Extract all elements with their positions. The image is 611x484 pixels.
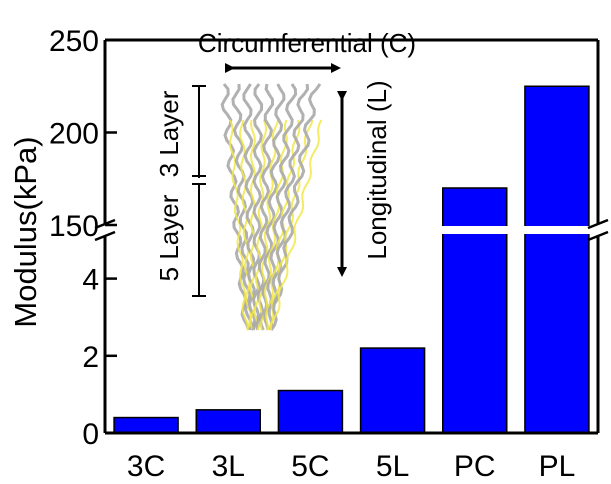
y-tick-label-2: 2 (82, 341, 99, 374)
fiber-illustration (220, 83, 323, 331)
bar-pl (524, 85, 590, 434)
fiber-strand (255, 83, 274, 331)
break-mark-right-top (587, 218, 609, 230)
fiber-core (228, 119, 249, 331)
bar-pc (442, 187, 508, 434)
fiber-strand (220, 83, 250, 331)
category-label-3l: 3L (212, 450, 245, 483)
y-axis-label: Modulus(kPa) (8, 136, 43, 327)
bar-3c (113, 416, 179, 434)
y-tick-label-4: 4 (82, 264, 99, 297)
category-labels: 3C 3L 5C 5L PC PL (127, 450, 575, 483)
bar-3l (195, 409, 261, 434)
bar-5c (277, 389, 344, 434)
y-tick-label-250: 250 (49, 25, 99, 58)
fiber-strand (267, 83, 310, 331)
layer5-label: 5 Layer (154, 194, 184, 281)
category-label-pl: PL (539, 450, 576, 483)
longitudinal-label: Longitudinal (L) (362, 80, 392, 259)
break-mark-right-bottom (587, 230, 609, 242)
fiber-strand (270, 83, 322, 331)
ticks-layer: 0 2 4 150 200 250 (49, 25, 117, 451)
axis-break-gap (107, 226, 596, 234)
break-band (107, 226, 596, 234)
bars-layer (113, 85, 590, 434)
layer-brackets (192, 85, 206, 297)
circumferential-label: Circumferential (C) (198, 28, 416, 58)
fiber-core (259, 119, 288, 331)
category-label-5l: 5L (376, 450, 409, 483)
fiber-strand (263, 83, 298, 331)
category-label-pc: PC (454, 450, 496, 483)
y-tick-label-200: 200 (49, 118, 99, 151)
axes-layer (94, 38, 609, 435)
bar-5l (359, 347, 426, 434)
y-tick-label-150: 150 (49, 210, 99, 243)
layer3-label: 3 Layer (154, 90, 184, 177)
category-label-3c: 3C (127, 450, 165, 483)
category-label-5c: 5C (291, 450, 329, 483)
fiber-strand (242, 83, 257, 331)
fiber-strand (259, 83, 286, 331)
fiber-core (270, 119, 323, 331)
fiber-core (249, 119, 256, 331)
break-mark-left-bottom (94, 230, 116, 242)
y-tick-label-0: 0 (82, 418, 99, 451)
